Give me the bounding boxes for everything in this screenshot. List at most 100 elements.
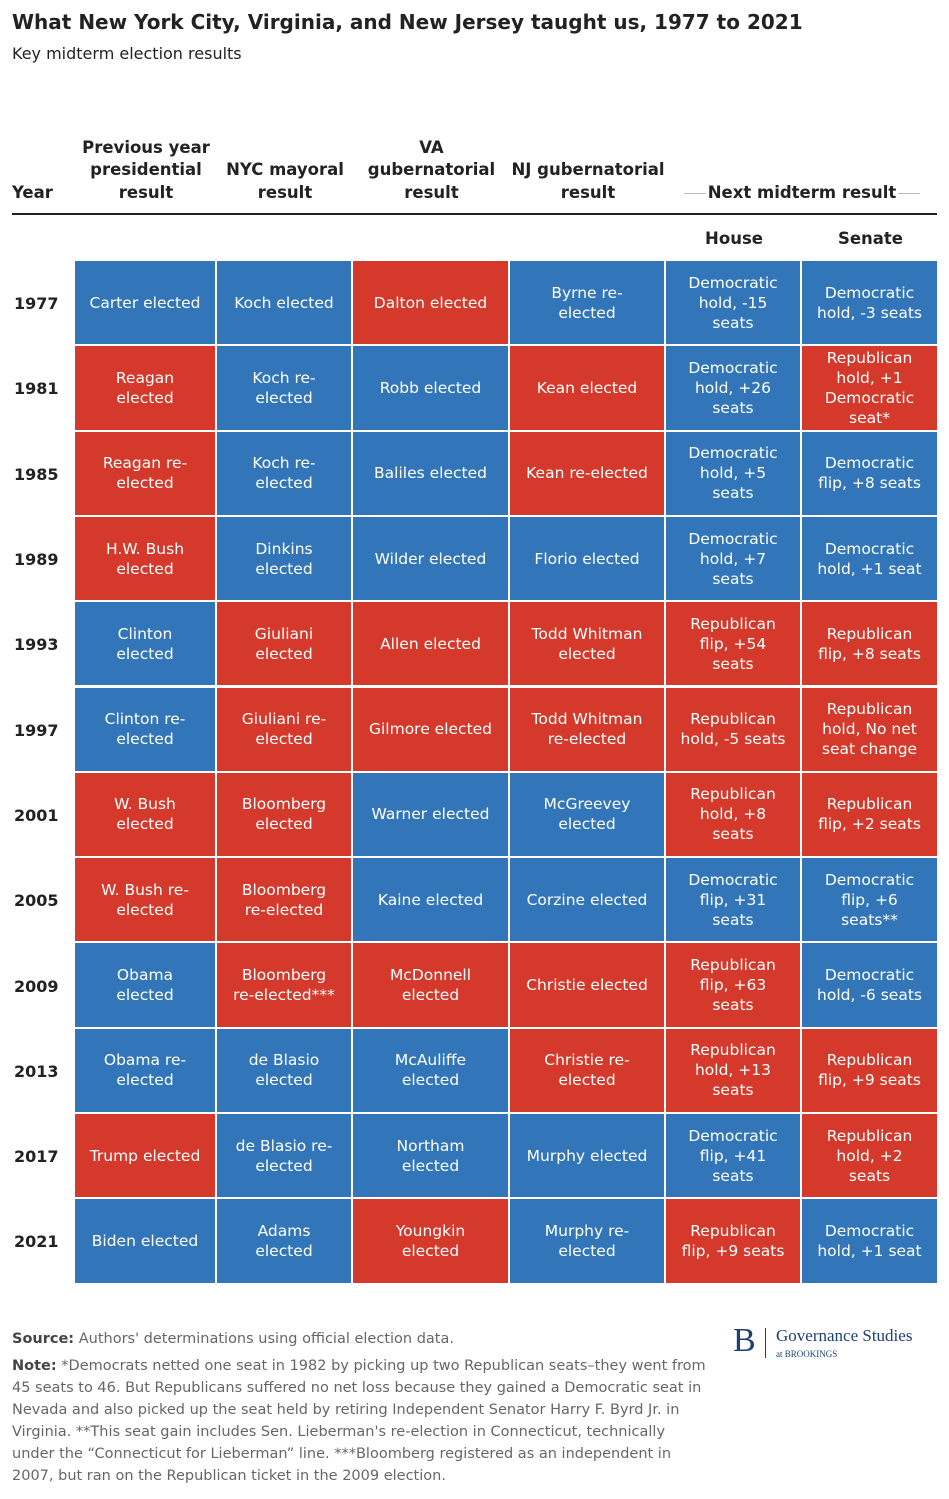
result-cell: McAuliffe elected	[353, 1028, 510, 1114]
result-cell: Todd Whitman elected	[510, 602, 666, 688]
result-cell: Clinton elected	[75, 602, 217, 688]
year: 2013	[14, 1061, 59, 1081]
result-cell: Obama re-elected	[75, 1028, 217, 1114]
source-text: Authors' determinations using official e…	[78, 1331, 454, 1347]
result-cell: Republican hold, -5 seats	[666, 687, 802, 773]
result-cell: Dalton elected	[353, 261, 510, 347]
result-cell: Republican flip, +2 seats	[802, 772, 939, 859]
year: 2005	[14, 891, 59, 911]
result-cell: Allen elected	[353, 602, 510, 688]
note-label: Note:	[12, 1358, 57, 1374]
note: Note: *Democrats netted one seat in 1982…	[12, 1355, 712, 1487]
result-cell: Republican flip, +8 seats	[802, 602, 939, 688]
result-cell: Bloomberg re-elected***	[217, 943, 353, 1029]
group-rule	[684, 193, 706, 194]
result-cell: Koch re-elected	[217, 346, 353, 432]
result-cell: Youngkin elected	[353, 1199, 510, 1285]
year: 1985	[14, 464, 59, 484]
result-cell: Murphy re-elected	[510, 1199, 666, 1285]
result-cell: Florio elected	[510, 516, 666, 603]
year: 2017	[14, 1147, 59, 1167]
logo-name: Governance Studies	[776, 1326, 913, 1345]
subcolumn-header: House	[705, 228, 763, 248]
result-cell: Gilmore elected	[353, 687, 510, 773]
subtitle: Key midterm election results	[12, 44, 242, 63]
result-cell: Carter elected	[75, 261, 217, 347]
note-text: *Democrats netted one seat in 1982 by pi…	[12, 1358, 706, 1484]
result-cell: Koch re-elected	[217, 431, 353, 517]
year: 1989	[14, 550, 59, 570]
group-header: Next midterm result	[707, 182, 897, 202]
result-cell: Trump elected	[75, 1114, 217, 1200]
result-cell: de Blasio elected	[217, 1028, 353, 1114]
year: 1981	[14, 379, 59, 399]
result-cell: Republican flip, +54 seats	[666, 602, 802, 688]
source-label: Source:	[12, 1331, 75, 1347]
result-cell: Republican hold, No net seat change	[802, 687, 939, 773]
result-cell: Christie re-elected	[510, 1028, 666, 1114]
result-cell: W. Bush elected	[75, 772, 217, 859]
result-cell: Republican flip, +9 seats	[666, 1199, 802, 1285]
logo-sub: at BROOKINGS	[776, 1349, 838, 1359]
result-cell: McDonnell elected	[353, 943, 510, 1029]
result-cell: Democratic hold, +1 seat	[802, 516, 939, 603]
result-cell: Christie elected	[510, 943, 666, 1029]
result-cell: Giuliani re-elected	[217, 687, 353, 773]
result-cell: Clinton re-elected	[75, 687, 217, 773]
title: What New York City, Virginia, and New Je…	[12, 10, 803, 34]
result-cell: Dinkins elected	[217, 516, 353, 603]
result-cell: Democratic hold, -3 seats	[802, 261, 939, 347]
result-cell: Democratic hold, -15 seats	[666, 261, 802, 347]
result-cell: Democratic flip, +41 seats	[666, 1114, 802, 1200]
year: 1997	[14, 720, 59, 740]
result-cell: Bloomberg elected	[217, 772, 353, 859]
column-header: VA gubernatorial result	[367, 137, 496, 202]
result-cell: Todd Whitman re-elected	[510, 687, 666, 773]
year: 1977	[14, 294, 59, 314]
result-cell: Democratic flip, +6 seats**	[802, 858, 939, 944]
result-cell: Republican hold, +8 seats	[666, 772, 802, 859]
year: 2021	[14, 1232, 59, 1252]
result-cell: Koch elected	[217, 261, 353, 347]
result-cell: de Blasio re-elected	[217, 1114, 353, 1200]
result-cell: Northam elected	[353, 1114, 510, 1200]
result-cell: McGreevey elected	[510, 772, 666, 859]
result-cell: Democratic flip, +31 seats	[666, 858, 802, 944]
result-cell: Democratic hold, +1 seat	[802, 1199, 939, 1285]
result-cell: Reagan re-elected	[75, 431, 217, 517]
result-cell: Kaine elected	[353, 858, 510, 944]
result-cell: Republican flip, +63 seats	[666, 943, 802, 1029]
header-rule	[12, 213, 937, 215]
result-cell: Republican flip, +9 seats	[802, 1028, 939, 1114]
result-cell: H.W. Bush elected	[75, 516, 217, 603]
year: 1993	[14, 635, 59, 655]
result-cell: Republican hold, +2 seats	[802, 1114, 939, 1200]
result-cell: Warner elected	[353, 772, 510, 859]
result-cell: Democratic hold, +26 seats	[666, 346, 802, 432]
result-cell: Kean re-elected	[510, 431, 666, 517]
result-cell: Democratic hold, +5 seats	[666, 431, 802, 517]
result-cell: Republican hold, +1 Democratic seat*	[802, 346, 939, 432]
logo-mark: B	[733, 1322, 756, 1359]
result-cell: W. Bush re-elected	[75, 858, 217, 944]
result-cell: Obama elected	[75, 943, 217, 1029]
result-cell: Wilder elected	[353, 516, 510, 603]
subcolumn-header: Senate	[837, 228, 904, 248]
year: 2009	[14, 976, 59, 996]
result-cell: Republican hold, +13 seats	[666, 1028, 802, 1114]
result-cell: Reagan elected	[75, 346, 217, 432]
result-cell: Corzine elected	[510, 858, 666, 944]
column-header: NJ gubernatorial result	[511, 160, 665, 202]
result-cell: Murphy elected	[510, 1114, 666, 1200]
result-cell: Bloomberg re-elected	[217, 858, 353, 944]
result-cell: Adams elected	[217, 1199, 353, 1285]
source: Source: Authors' determinations using of…	[12, 1328, 712, 1350]
year: 2001	[14, 805, 59, 825]
column-header: Previous year presidential result	[82, 137, 210, 202]
result-cell: Baliles elected	[353, 431, 510, 517]
result-cell: Byrne re-elected	[510, 261, 666, 347]
result-cell: Kean elected	[510, 346, 666, 432]
result-cell: Biden elected	[75, 1199, 217, 1285]
result-cell: Democratic hold, +7 seats	[666, 516, 802, 603]
